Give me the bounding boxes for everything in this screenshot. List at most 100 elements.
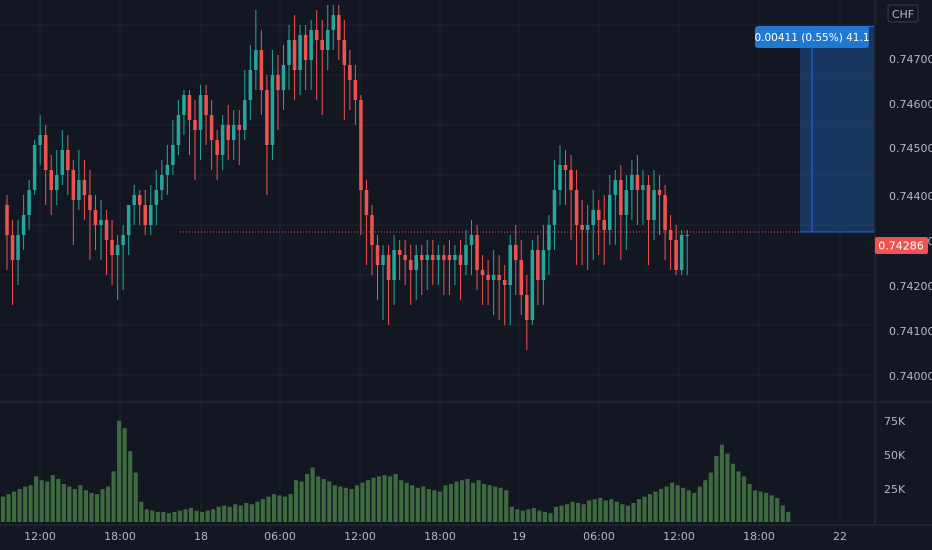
candle-body	[547, 225, 551, 250]
candlesticks	[5, 5, 689, 350]
volume-bar	[426, 489, 431, 522]
volume-bar	[476, 480, 481, 522]
time-axis[interactable]: 12:00 18:00 18 06:00 12:00 18:00 19 06:0…	[24, 530, 847, 543]
volume-bar	[504, 490, 509, 522]
candle-body	[602, 220, 607, 230]
volume-bar	[542, 511, 548, 522]
time-tick-label: 18	[194, 530, 208, 543]
volume-bar	[360, 482, 365, 522]
candle-body	[49, 170, 54, 190]
candle-body	[657, 190, 662, 195]
volume-bar	[548, 513, 553, 522]
measure-label-badge	[755, 26, 869, 48]
candle-body	[591, 210, 595, 225]
candle-body	[160, 175, 164, 190]
candle-body	[121, 235, 125, 245]
volume-bar	[675, 485, 680, 522]
candle-body	[442, 255, 446, 260]
candle-body	[359, 100, 363, 190]
volume-bar	[443, 485, 448, 522]
volume-bar	[388, 476, 393, 522]
volume-bar	[686, 490, 691, 522]
volume-bar	[205, 510, 210, 522]
candle-body	[193, 120, 197, 130]
volume-bar	[758, 491, 763, 522]
candle-body	[608, 195, 612, 230]
volume-bar	[509, 506, 514, 522]
volume-bar	[177, 510, 183, 522]
time-tick-label: 22	[833, 530, 847, 543]
volume-bar	[172, 511, 177, 522]
volume-bar	[598, 497, 603, 522]
volume-bar	[194, 510, 199, 522]
candle-body	[171, 145, 175, 165]
volume-bar	[581, 504, 586, 522]
volume-bar	[349, 489, 354, 522]
volume-bar	[515, 509, 520, 522]
candle-body	[370, 215, 374, 245]
candle-body	[419, 255, 424, 260]
candle-body	[82, 180, 87, 195]
candle-body	[453, 255, 457, 260]
candle-body	[414, 255, 418, 270]
time-tick-label: 06:00	[264, 530, 296, 543]
volume-bar	[111, 471, 116, 522]
volume-bar	[576, 503, 581, 522]
candle-body	[337, 15, 341, 40]
volume-bar	[310, 467, 315, 522]
volume-bar	[719, 444, 724, 522]
candle-body	[491, 275, 496, 280]
volume-bar	[155, 511, 160, 522]
candle-body	[668, 230, 673, 240]
candle-body	[231, 125, 236, 140]
volume-bar	[681, 487, 686, 522]
volume-bar	[144, 509, 149, 522]
candle-body	[254, 50, 258, 70]
currency-badge[interactable]	[887, 4, 919, 23]
candle-body	[408, 260, 413, 270]
candle-body	[126, 205, 131, 235]
volume-bar	[653, 491, 658, 522]
candle-body	[226, 125, 230, 140]
candle-body	[497, 275, 501, 280]
volume-bar	[139, 501, 144, 522]
candle-body	[77, 180, 81, 200]
volume-bar	[432, 490, 437, 522]
candle-body	[43, 135, 48, 170]
candle-body	[215, 140, 219, 155]
volume-bar	[321, 478, 326, 522]
price-tick-label: 0.74400	[889, 190, 932, 203]
candle-body	[182, 95, 186, 115]
volume-bar	[260, 499, 265, 522]
candle-body	[137, 195, 142, 205]
candle-body	[21, 215, 26, 235]
volume-bar	[614, 501, 619, 522]
candle-body	[431, 255, 435, 260]
volume-bar	[636, 499, 642, 522]
candle-body	[287, 40, 291, 65]
candle-body	[204, 95, 208, 115]
candle-body	[436, 255, 441, 260]
volume-bar	[233, 504, 238, 522]
candle-body	[259, 50, 264, 90]
volume-bar	[299, 481, 304, 522]
candle-body	[513, 245, 518, 260]
volume-bar	[39, 480, 44, 522]
last-price-badge	[875, 237, 928, 254]
candle-body	[292, 40, 297, 70]
price-range-measure[interactable]	[800, 25, 874, 233]
volume-bar	[211, 509, 216, 522]
candle-body	[475, 235, 479, 270]
time-tick-label: 12:00	[344, 530, 376, 543]
candle-body	[641, 185, 645, 190]
volume-axis: 75K 50K 25K	[884, 415, 906, 496]
volume-bar	[216, 506, 221, 522]
candle-body	[149, 205, 153, 225]
candle-body	[71, 170, 76, 200]
candle-body	[403, 255, 407, 260]
price-tick-label: 0.74500	[889, 142, 932, 155]
volume-bar	[775, 497, 780, 522]
volume-bar	[188, 508, 194, 522]
candle-body	[143, 205, 148, 225]
